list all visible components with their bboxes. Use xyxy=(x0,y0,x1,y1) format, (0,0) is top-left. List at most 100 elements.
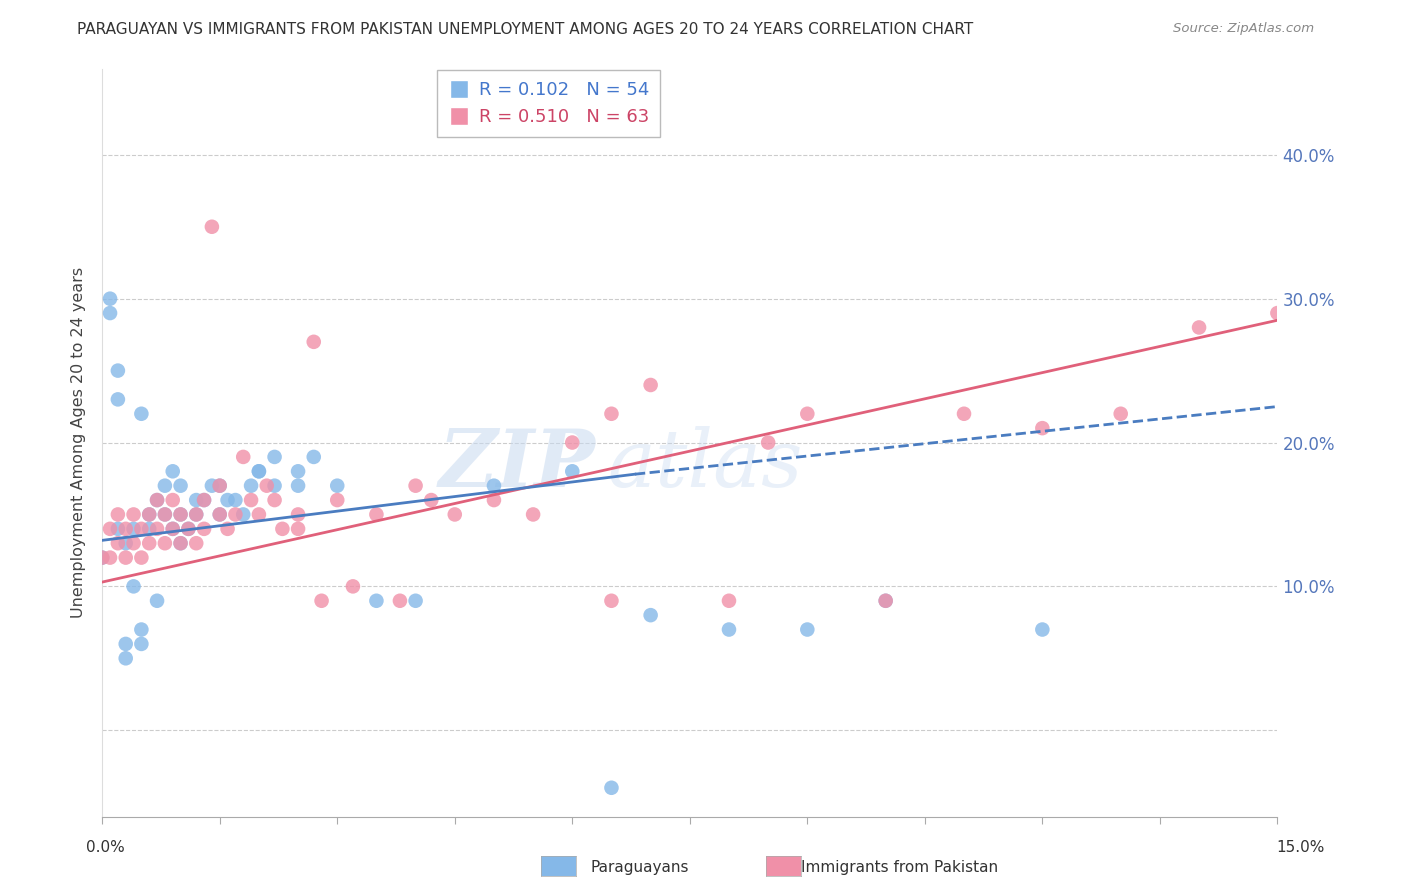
Point xyxy=(146,522,169,536)
Point xyxy=(146,493,169,508)
Text: Immigrants from Pakistan: Immigrants from Pakistan xyxy=(801,860,998,874)
Point xyxy=(796,623,818,637)
Point xyxy=(114,522,136,536)
Point xyxy=(717,593,740,607)
Point xyxy=(131,407,153,421)
Point xyxy=(1031,623,1053,637)
Point xyxy=(717,623,740,637)
Point xyxy=(600,780,623,795)
Point xyxy=(208,508,231,522)
Point xyxy=(201,478,224,492)
Point xyxy=(217,493,239,508)
Point xyxy=(98,550,121,565)
Point xyxy=(107,363,129,377)
Point xyxy=(169,508,191,522)
Point xyxy=(1031,421,1053,435)
Point xyxy=(138,508,160,522)
Point xyxy=(162,464,184,478)
Point xyxy=(522,508,544,522)
Point xyxy=(232,508,254,522)
Point xyxy=(302,450,325,464)
Point xyxy=(302,334,325,349)
Point xyxy=(186,508,208,522)
Point xyxy=(107,508,129,522)
Point xyxy=(247,464,270,478)
Point xyxy=(287,522,309,536)
Point xyxy=(482,478,505,492)
Point xyxy=(405,593,427,607)
Point xyxy=(169,536,191,550)
Point xyxy=(193,522,215,536)
Point xyxy=(953,407,976,421)
Text: Source: ZipAtlas.com: Source: ZipAtlas.com xyxy=(1174,22,1315,36)
Point xyxy=(342,579,364,593)
Point xyxy=(162,493,184,508)
Point xyxy=(405,478,427,492)
Point xyxy=(640,608,662,623)
Point xyxy=(247,464,270,478)
Y-axis label: Unemployment Among Ages 20 to 24 years: Unemployment Among Ages 20 to 24 years xyxy=(72,267,86,618)
Text: atlas: atlas xyxy=(607,426,803,504)
Point xyxy=(326,493,349,508)
Text: 0.0%: 0.0% xyxy=(86,840,125,855)
Point xyxy=(138,536,160,550)
Text: Paraguayans: Paraguayans xyxy=(591,860,689,874)
Point xyxy=(138,522,160,536)
Point xyxy=(287,508,309,522)
Point xyxy=(1188,320,1211,334)
Point xyxy=(131,522,153,536)
Point xyxy=(169,478,191,492)
Point xyxy=(366,508,388,522)
Point xyxy=(193,493,215,508)
Point xyxy=(131,550,153,565)
Point xyxy=(114,550,136,565)
Point xyxy=(186,493,208,508)
Point xyxy=(177,522,200,536)
Point xyxy=(131,637,153,651)
Point xyxy=(875,593,897,607)
Point xyxy=(114,536,136,550)
Text: ZIP: ZIP xyxy=(439,426,596,504)
Point xyxy=(169,508,191,522)
Point xyxy=(263,450,285,464)
Point xyxy=(201,219,224,234)
Point xyxy=(122,579,145,593)
Point xyxy=(208,508,231,522)
Point xyxy=(98,292,121,306)
Point xyxy=(561,435,583,450)
Point xyxy=(146,593,169,607)
Point xyxy=(366,593,388,607)
Point xyxy=(208,478,231,492)
Point xyxy=(186,508,208,522)
Point xyxy=(420,493,443,508)
Point xyxy=(91,550,114,565)
Point xyxy=(256,478,278,492)
Point xyxy=(1109,407,1132,421)
Point xyxy=(138,508,160,522)
Point xyxy=(107,522,129,536)
Point xyxy=(287,478,309,492)
Point xyxy=(600,593,623,607)
Point xyxy=(287,464,309,478)
Point xyxy=(114,651,136,665)
Text: PARAGUAYAN VS IMMIGRANTS FROM PAKISTAN UNEMPLOYMENT AMONG AGES 20 TO 24 YEARS CO: PARAGUAYAN VS IMMIGRANTS FROM PAKISTAN U… xyxy=(77,22,973,37)
Point xyxy=(162,522,184,536)
Point xyxy=(311,593,333,607)
Point xyxy=(114,637,136,651)
Point xyxy=(153,478,176,492)
Point xyxy=(98,306,121,320)
Point xyxy=(224,508,246,522)
Point xyxy=(326,478,349,492)
Point xyxy=(122,522,145,536)
Point xyxy=(263,478,285,492)
Point xyxy=(153,536,176,550)
Point xyxy=(153,508,176,522)
Point xyxy=(388,593,411,607)
Point xyxy=(162,522,184,536)
Point xyxy=(240,493,263,508)
Point xyxy=(224,493,246,508)
Point xyxy=(169,536,191,550)
Point xyxy=(482,493,505,508)
Point xyxy=(91,550,114,565)
Point xyxy=(232,450,254,464)
